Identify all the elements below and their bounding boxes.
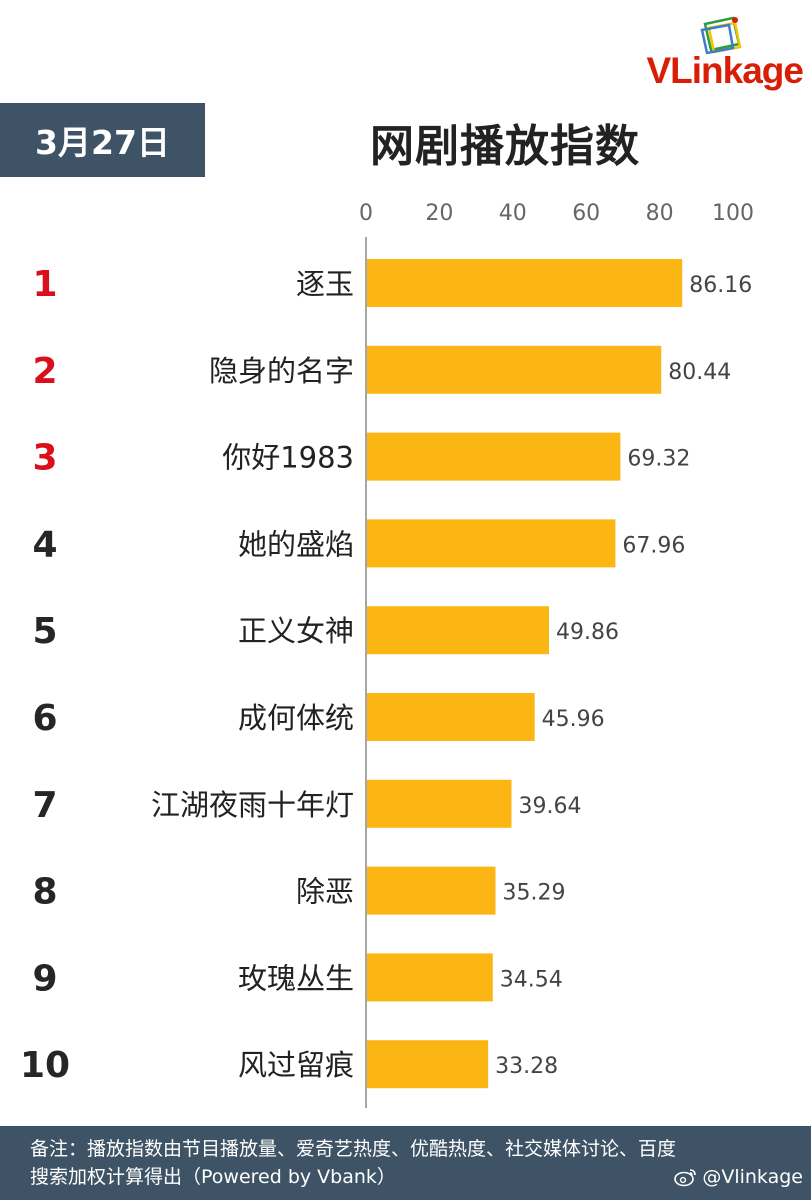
x-tick-label: 0: [359, 201, 373, 226]
x-tick-label: 100: [712, 201, 754, 226]
bar: [366, 779, 512, 828]
bar: [366, 1040, 489, 1089]
rank-label: 5: [32, 611, 57, 652]
data-label: 39.64: [518, 794, 581, 819]
rank-label: 9: [32, 958, 57, 999]
data-label: 33.28: [495, 1054, 558, 1079]
category-label: 风过留痕: [238, 1048, 354, 1082]
rank-label: 6: [32, 698, 57, 739]
data-label: 67.96: [622, 533, 685, 558]
bar: [366, 259, 683, 307]
bar: [366, 519, 616, 568]
category-label: 成何体统: [238, 701, 354, 735]
chart-title: 网剧播放指数: [370, 121, 640, 172]
logo-wordmark: VLinkage: [646, 50, 804, 91]
rank-label: 1: [32, 264, 57, 305]
category-label: 江湖夜雨十年灯: [151, 788, 354, 822]
x-tick-label: 80: [646, 201, 674, 226]
category-label: 她的盛焰: [238, 527, 354, 561]
rank-label: 7: [32, 785, 57, 826]
data-label: 80.44: [668, 360, 731, 385]
data-label: 34.54: [500, 967, 563, 992]
category-label: 你好1983: [222, 441, 354, 475]
bar: [366, 866, 496, 915]
data-label: 45.96: [542, 707, 605, 732]
category-label: 正义女神: [238, 614, 354, 648]
footer-bar: 备注：播放指数由节目播放量、爱奇艺热度、优酷热度、社交媒体讨论、百度搜索加权计算…: [0, 1126, 811, 1200]
x-tick-label: 20: [425, 201, 453, 226]
footer-note: 备注：播放指数由节目播放量、爱奇艺热度、优酷热度、社交媒体讨论、百度搜索加权计算…: [30, 1138, 677, 1188]
bar: [366, 345, 662, 394]
data-label: 35.29: [503, 881, 566, 906]
data-label: 69.32: [627, 447, 690, 472]
vlinkage-logo: VLinkage: [603, 14, 804, 94]
credit-text: @Vlinkage: [702, 1166, 803, 1188]
rank-label: 10: [20, 1045, 70, 1086]
data-label: 49.86: [556, 620, 619, 645]
logo-mark-icon: [700, 16, 742, 54]
date-badge: 3月27日: [0, 103, 205, 177]
bar: [366, 432, 621, 481]
category-label: 除恶: [296, 875, 354, 909]
x-tick-label: 60: [572, 201, 600, 226]
rank-label: 3: [32, 438, 57, 479]
footer-credit: @Vlinkage: [674, 1163, 803, 1191]
category-label: 玫瑰丛生: [238, 961, 354, 995]
rank-label: 8: [32, 872, 57, 913]
category-label: 逐玉: [296, 267, 354, 301]
bar: [366, 953, 493, 1002]
weibo-icon: [674, 1169, 697, 1187]
rank-label: 4: [32, 524, 57, 565]
data-label: 86.16: [689, 273, 752, 298]
category-label: 隐身的名字: [209, 354, 354, 388]
x-tick-label: 40: [499, 201, 527, 226]
bar: [366, 606, 549, 655]
rank-label: 2: [32, 351, 57, 392]
bar: [366, 693, 535, 741]
